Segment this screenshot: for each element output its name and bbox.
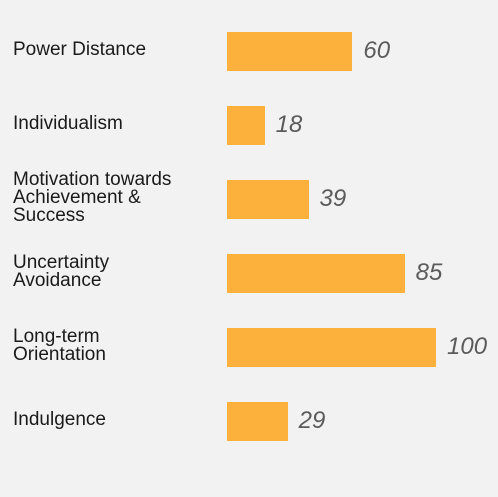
bar (227, 327, 436, 367)
value-label: 29 (298, 407, 326, 434)
bar (227, 105, 265, 145)
bar (227, 31, 353, 71)
value-label: 85 (415, 259, 443, 286)
category-label: Uncertainty Avoidance (13, 252, 110, 291)
category-label: Indulgence (13, 409, 106, 430)
value-label: 60 (363, 37, 391, 64)
category-label: Power Distance (13, 39, 147, 60)
value-label: 18 (275, 111, 303, 138)
value-label: 39 (319, 185, 347, 212)
category-label: Motivation towards Achievement & Success (13, 169, 172, 226)
bar (227, 253, 405, 293)
bar (227, 179, 309, 219)
category-label: Individualism (13, 113, 123, 134)
value-label: 100 (447, 333, 488, 360)
bar (227, 401, 288, 441)
category-label: Long-term Orientation (13, 326, 106, 365)
